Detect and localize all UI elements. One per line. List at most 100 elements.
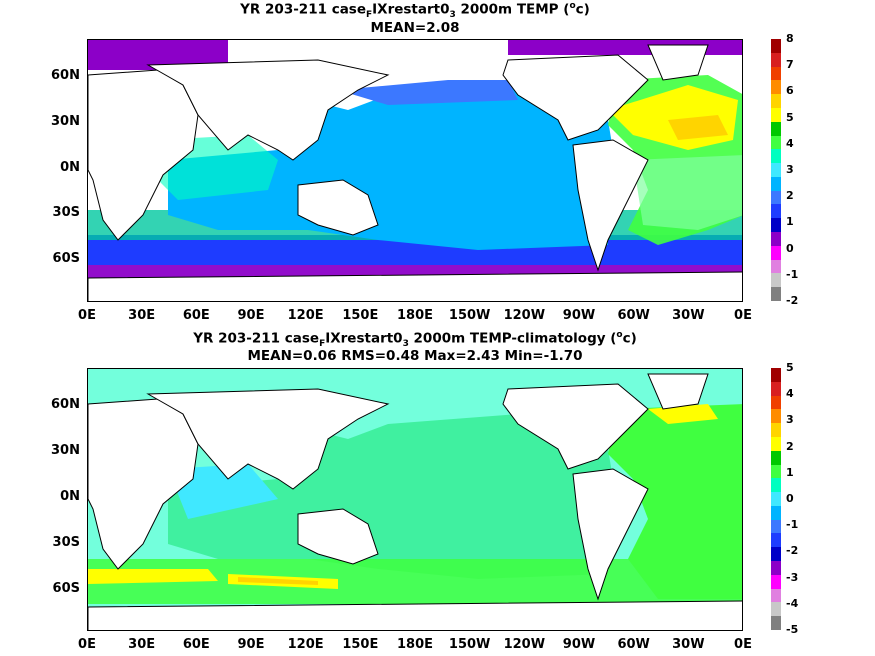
colorbar-swatch: [771, 80, 781, 95]
colorbar-swatch: [771, 395, 781, 410]
colorbar-label: 0: [786, 492, 794, 505]
colorbar-swatch: [771, 135, 781, 150]
colorbar-label: -1: [786, 518, 799, 532]
colorbar-label: -4: [786, 596, 799, 610]
p2-lon-label: 0E: [734, 637, 752, 652]
colorbar-swatch: [771, 204, 781, 219]
colorbar-label: 3: [786, 413, 794, 427]
panel1-stats: MEAN=2.08: [370, 20, 460, 36]
colorbar-swatch: [771, 94, 781, 109]
p2-lon-label: 90E: [237, 637, 265, 652]
colorbar-swatch: [771, 574, 781, 589]
colorbar-swatch: [771, 505, 781, 520]
colorbar-label: 3: [786, 163, 794, 176]
panel2-title: YR 203-211 caseFIXrestart03 2000m TEMP-c…: [193, 330, 637, 350]
p2-lon-label: 30E: [128, 637, 156, 652]
p2-lat-30n: 30N: [51, 443, 80, 458]
colorbar-swatch: [771, 423, 781, 438]
p1-lon-label: 30E: [128, 308, 156, 323]
colorbar-label: 5: [786, 110, 794, 124]
colorbar-swatch: [771, 533, 781, 548]
p2-lon-label: 30W: [672, 637, 705, 652]
colorbar-swatch: [771, 561, 781, 576]
p2-lon-label: 60W: [617, 637, 650, 652]
colorbar-label: -2: [786, 544, 799, 558]
colorbar-label: -2: [786, 294, 799, 307]
colorbar-label: 1: [786, 215, 794, 229]
p1-lon-label: 0E: [78, 308, 96, 323]
p2-lon-label: 150W: [448, 637, 491, 652]
p1-lat-60s: 60S: [52, 251, 80, 266]
colorbar-swatch: [771, 602, 781, 617]
colorbar-label: -3: [786, 570, 799, 584]
p2-lat-60n: 60N: [51, 397, 80, 412]
colorbar-label: 2: [786, 189, 794, 203]
colorbar-swatch: [771, 464, 781, 479]
p1-lon-label: 90W: [562, 308, 596, 323]
colorbar-swatch: [771, 547, 781, 562]
colorbar-swatch: [771, 66, 781, 81]
colorbar-swatch: [771, 519, 781, 534]
panel1-title: YR 203-211 caseFIXrestart03 2000m TEMP (…: [240, 1, 590, 21]
colorbar-label: -5: [786, 623, 799, 636]
p2-lat-60s: 60S: [52, 581, 80, 596]
p1-lon-label: 90E: [237, 308, 265, 323]
p1-lon-label: 60W: [617, 308, 650, 323]
colorbar-swatch: [771, 381, 781, 396]
colorbar-label: -1: [786, 267, 799, 281]
colorbar-swatch: [771, 273, 781, 288]
colorbar-label: 0: [786, 241, 794, 255]
panel2-stats: MEAN=0.06 RMS=0.48 Max=2.43 Min=-1.70: [247, 348, 583, 364]
p2-lon-label: 60E: [182, 637, 210, 652]
colorbar-swatch: [771, 149, 781, 164]
colorbar-swatch: [771, 107, 781, 122]
colorbar-label: 8: [786, 32, 794, 45]
colorbar-swatch: [771, 588, 781, 603]
colorbar-label: 4: [786, 136, 794, 150]
p2-lat-30s: 30S: [52, 535, 80, 550]
p1-lon-label: 0E: [734, 308, 752, 323]
panel1-colorbar-strip: [771, 39, 781, 302]
panel1-map[interactable]: [87, 39, 743, 302]
p1-lat-60n: 60N: [51, 68, 80, 83]
colorbar-swatch: [771, 492, 781, 507]
colorbar-swatch: [771, 218, 781, 233]
colorbar-swatch: [771, 232, 781, 247]
p2-lon-label: 150E: [342, 637, 379, 652]
colorbar-swatch: [771, 368, 781, 382]
colorbar-swatch: [771, 190, 781, 205]
colorbar-label: 4: [786, 387, 794, 401]
p2-lon-label: 90W: [562, 637, 596, 652]
p2-lon-label: 120E: [287, 637, 324, 652]
p2-lat-0n: 0N: [60, 489, 80, 504]
colorbar-swatch: [771, 176, 781, 191]
p1-lon-label: 30W: [672, 308, 705, 323]
colorbar-swatch: [771, 478, 781, 493]
colorbar-label: 1: [786, 465, 794, 479]
colorbar-label: 5: [786, 361, 794, 374]
p1-lon-label: 180E: [396, 308, 434, 323]
p2-lon-label: 0E: [78, 637, 96, 652]
colorbar-swatch: [771, 287, 781, 302]
colorbar-swatch: [771, 450, 781, 465]
panel2-map[interactable]: [87, 368, 743, 631]
p2-lon-label: 180E: [396, 637, 434, 652]
colorbar-label: 7: [786, 58, 794, 72]
p1-lon-label: 150E: [342, 308, 379, 323]
colorbar-swatch: [771, 259, 781, 274]
colorbar-swatch: [771, 52, 781, 67]
colorbar-swatch: [771, 409, 781, 424]
colorbar-swatch: [771, 436, 781, 451]
panel2-colorbar-strip: [771, 368, 781, 631]
colorbar-swatch: [771, 245, 781, 260]
p1-lon-label: 60E: [182, 308, 210, 323]
p2-lon-label: 120W: [503, 637, 546, 652]
colorbar-label: 2: [786, 439, 794, 453]
p1-lon-label: 150W: [448, 308, 491, 323]
p1-lon-label: 120W: [503, 308, 546, 323]
colorbar-swatch: [771, 163, 781, 178]
colorbar-label: 6: [786, 84, 794, 98]
p1-lat-30s: 30S: [52, 205, 80, 220]
colorbar-swatch: [771, 616, 781, 631]
p1-lat-30n: 30N: [51, 114, 80, 129]
